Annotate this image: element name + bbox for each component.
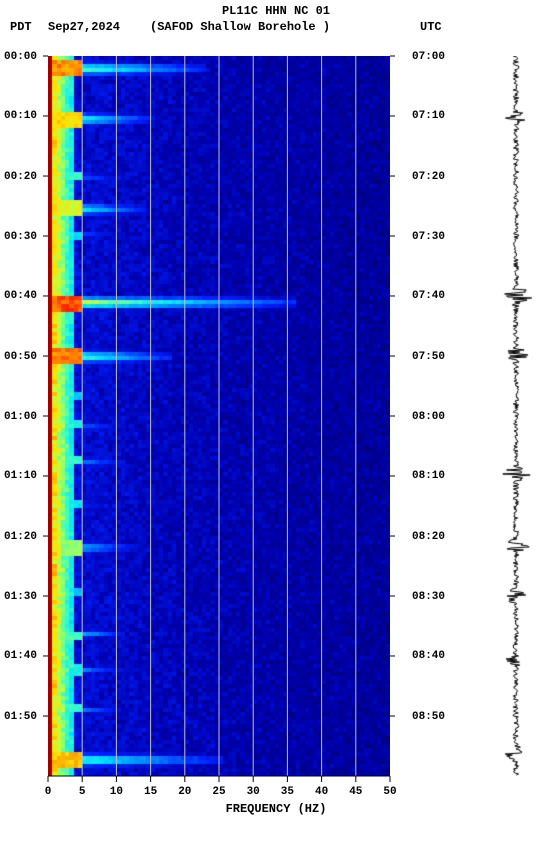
xaxis-tick-label: 20 <box>178 786 191 798</box>
waveform-trace <box>500 56 532 776</box>
yaxis-left-label: 01:10 <box>4 470 37 482</box>
yaxis-right-label: 08:40 <box>412 650 445 662</box>
right-timezone-label: UTC <box>420 20 442 34</box>
yaxis-left-label: 00:40 <box>4 290 37 302</box>
xaxis-tick-label: 40 <box>315 786 328 798</box>
xaxis-tick-label: 30 <box>247 786 260 798</box>
yaxis-right-label: 08:30 <box>412 591 445 603</box>
yaxis-right-label: 07:10 <box>412 110 445 122</box>
xaxis-title: FREQUENCY (HZ) <box>0 802 552 816</box>
xaxis-tick-label: 15 <box>144 786 157 798</box>
spectrogram <box>48 56 390 776</box>
yaxis-right-label: 08:50 <box>412 711 445 723</box>
yaxis-left-label: 00:30 <box>4 231 37 243</box>
yaxis-left-label: 01:50 <box>4 711 37 723</box>
station-label: (SAFOD Shallow Borehole ) <box>150 20 330 34</box>
yaxis-left-label: 01:40 <box>4 650 37 662</box>
left-timezone-label: PDT <box>10 20 32 34</box>
xaxis-tick-label: 10 <box>110 786 123 798</box>
yaxis-right-label: 07:00 <box>412 51 445 63</box>
xaxis-tick-label: 50 <box>383 786 396 798</box>
date-label: Sep27,2024 <box>48 20 120 34</box>
title: PL11C HHN NC 01 <box>0 4 552 18</box>
yaxis-left-label: 00:20 <box>4 171 37 183</box>
xaxis-tick-label: 35 <box>281 786 294 798</box>
xaxis-tick-label: 25 <box>212 786 225 798</box>
xaxis-tick-label: 0 <box>45 786 52 798</box>
xaxis-tick-label: 5 <box>79 786 86 798</box>
yaxis-left-label: 00:50 <box>4 351 37 363</box>
yaxis-left-label: 01:00 <box>4 411 37 423</box>
figure: PL11C HHN NC 01 PDT Sep27,2024 (SAFOD Sh… <box>0 0 552 864</box>
yaxis-left-label: 00:10 <box>4 110 37 122</box>
yaxis-right-label: 07:40 <box>412 290 445 302</box>
yaxis-right-label: 08:20 <box>412 531 445 543</box>
yaxis-right-label: 08:10 <box>412 470 445 482</box>
xaxis-tick-label: 45 <box>349 786 362 798</box>
yaxis-right-label: 07:30 <box>412 231 445 243</box>
yaxis-right-label: 08:00 <box>412 411 445 423</box>
yaxis-left-label: 01:30 <box>4 591 37 603</box>
yaxis-left-label: 00:00 <box>4 51 37 63</box>
yaxis-right-label: 07:20 <box>412 171 445 183</box>
yaxis-right-label: 07:50 <box>412 351 445 363</box>
yaxis-left-label: 01:20 <box>4 531 37 543</box>
